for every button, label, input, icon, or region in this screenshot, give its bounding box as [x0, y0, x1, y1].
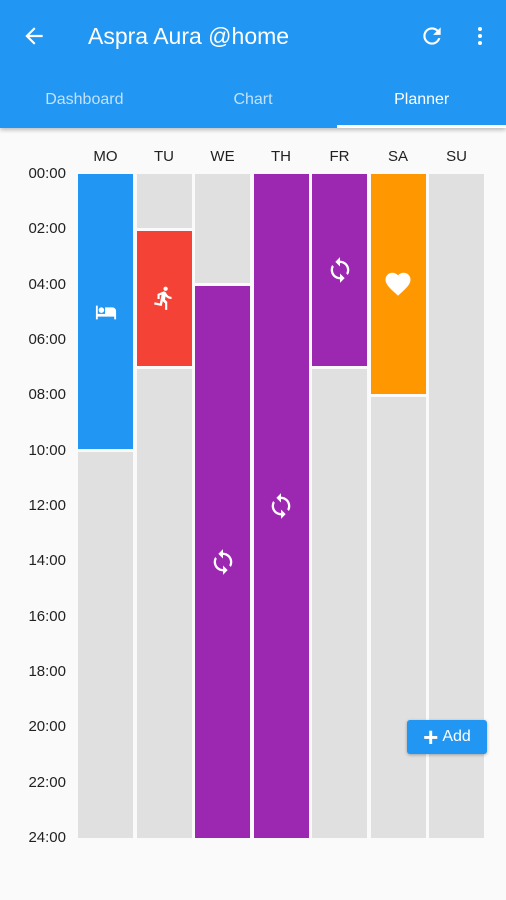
time-label: 04:00: [28, 275, 66, 293]
time-label: 12:00: [28, 497, 66, 514]
time-label: 08:00: [28, 386, 66, 404]
add-button-label: Add: [442, 728, 471, 745]
time-label: 24:00: [28, 829, 66, 846]
refresh-button[interactable]: [412, 16, 452, 56]
bed-icon: [91, 301, 121, 323]
schedule-block-none[interactable]: [136, 369, 192, 838]
day-label-fr: FR: [329, 148, 350, 165]
time-label: 18:00: [28, 663, 66, 680]
time-label: 16:00: [28, 607, 66, 625]
running-icon: [151, 285, 177, 311]
sync-icon: [267, 492, 295, 520]
day-label-tu: TU: [154, 148, 174, 165]
schedule-block-boost[interactable]: [136, 230, 192, 367]
sync-icon: [326, 256, 354, 284]
time-label: 22:00: [28, 773, 66, 791]
tab-planner[interactable]: Planner: [337, 72, 506, 128]
day-label-we: WE: [210, 148, 235, 165]
day-label-sa: SA: [387, 148, 408, 165]
schedule-block-auto[interactable]: [312, 174, 367, 367]
weekly-planner: MO TU WE TH FR SA SU 00:00 02:00 04:00 06:00 08:00 1…: [0, 128, 506, 900]
schedule-block-none[interactable]: [195, 174, 250, 284]
refresh-icon: [423, 27, 441, 45]
schedule-block-none[interactable]: [136, 174, 192, 228]
app-bar: Aspra Aura @home Dashboard Chart Planner: [0, 0, 506, 128]
schedule-block-auto[interactable]: [253, 174, 309, 838]
schedule-block-sleep[interactable]: [78, 174, 133, 450]
tab-chart[interactable]: Chart: [233, 91, 273, 108]
day-column-fr: [312, 174, 367, 838]
time-label: 00:00: [28, 165, 66, 182]
back-button[interactable]: [14, 16, 54, 56]
heart-icon: [383, 269, 413, 299]
tab-dashboard[interactable]: Dashboard: [45, 91, 124, 108]
more-vert-icon: [478, 27, 482, 45]
time-label: 14:00: [28, 552, 66, 570]
plus-icon: +: [423, 722, 439, 752]
more-options-button[interactable]: [462, 16, 498, 56]
day-label-mo: MO: [93, 148, 118, 165]
day-label-th: TH: [271, 148, 291, 165]
toolbar: Aspra Aura @home: [0, 0, 506, 72]
arrow-back-icon: [25, 27, 43, 45]
page-title: Aspra Aura @home: [88, 23, 290, 49]
schedule-block-auto[interactable]: [195, 286, 250, 838]
schedule-block-none[interactable]: [78, 452, 133, 838]
sync-icon: [209, 548, 237, 576]
day-column-th: [253, 174, 309, 838]
time-label: 06:00: [28, 331, 66, 348]
day-label-su: SU: [446, 148, 467, 165]
time-label: 02:00: [28, 220, 66, 238]
day-column-mo: [78, 174, 133, 838]
add-button[interactable]: + Add: [407, 720, 487, 754]
day-column-we: [195, 174, 250, 838]
time-label: 20:00: [28, 718, 66, 736]
schedule-block-none[interactable]: [312, 369, 367, 838]
time-label: 10:00: [28, 441, 66, 459]
day-column-sa: [370, 174, 426, 838]
schedule-block-none[interactable]: [370, 396, 426, 838]
day-column-tu: [136, 174, 192, 838]
tab-bar: Dashboard Chart Planner: [0, 72, 506, 128]
schedule-block-favorite[interactable]: [370, 174, 426, 394]
